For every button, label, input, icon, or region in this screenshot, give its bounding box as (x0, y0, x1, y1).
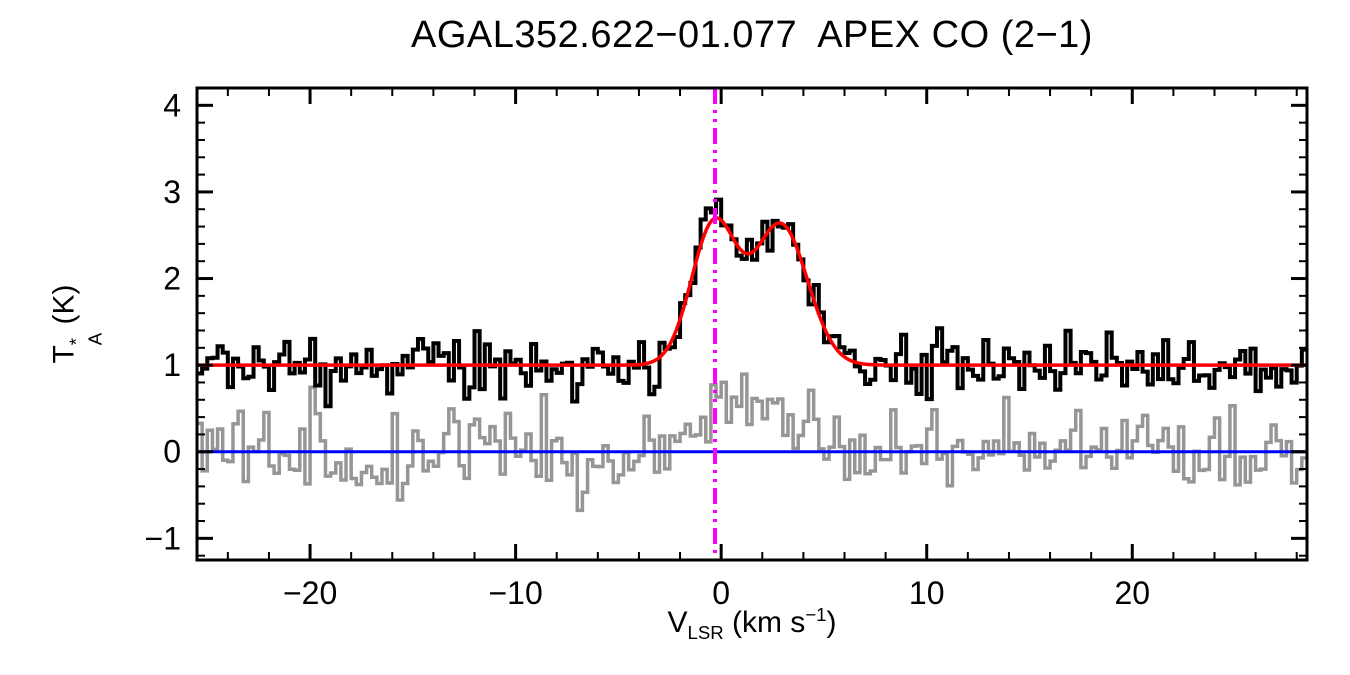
residual-histogram (197, 372, 1307, 513)
x-tick-label: 20 (1115, 575, 1151, 611)
x-axis-label-symbol: V (667, 606, 688, 639)
plot-frame (195, 86, 1309, 562)
x-axis-label-unit-open: (km s (723, 606, 806, 639)
x-axis-label-sub: LSR (687, 622, 724, 643)
x-axis-label: VLSR (km s−1) (197, 604, 1307, 644)
y-tick-label: 2 (163, 261, 181, 297)
axis-ticks (197, 87, 1307, 560)
x-tick-label: 10 (909, 575, 945, 611)
y-tick-label: 1 (163, 347, 181, 383)
chart-title: AGAL352.622−01.077 APEX CO (2−1) (411, 14, 1093, 56)
y-tick-label: 4 (163, 87, 181, 123)
x-axis-label-unit-close: ) (826, 606, 837, 639)
x-tick-label: −10 (488, 575, 542, 611)
x-axis-label-sup: −1 (805, 604, 827, 625)
y-axis-label-unit: (K) (47, 284, 81, 333)
y-tick-label: 0 (163, 434, 181, 470)
y-axis-label: T * A (K) (47, 284, 106, 364)
y-axis-label-sub: A (84, 332, 106, 346)
y-tick-label: −1 (145, 520, 181, 556)
y-axis-label-supsub: * A (66, 332, 106, 346)
y-tick-label: 3 (163, 174, 181, 210)
gaussian-fit-curve (197, 216, 1307, 367)
plot-series-group (197, 88, 1307, 560)
y-axis-label-symbol: T (47, 345, 81, 364)
observed-spectrum-histogram (197, 197, 1307, 409)
x-tick-label: −20 (283, 575, 337, 611)
x-tick-label: 0 (712, 575, 730, 611)
y-axis-label-sup: * (66, 337, 88, 346)
